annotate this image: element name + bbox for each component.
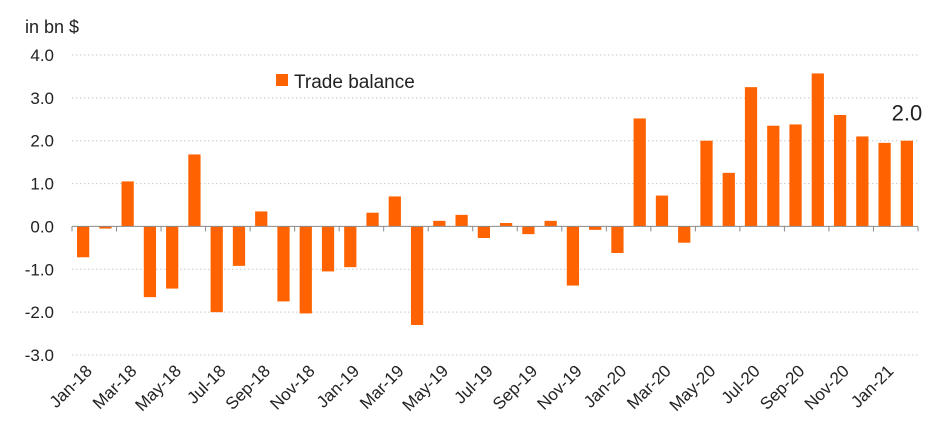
x-tick-label: Jan-20 — [580, 361, 630, 411]
bar-mar-19 — [388, 196, 401, 227]
bar-may-19 — [433, 220, 446, 227]
bar-jan-20 — [611, 226, 624, 253]
y-axis-ticks: 4.0 3.0 2.0 1.0 0.0 -1.0 -2.0 -3.0 — [25, 46, 54, 365]
bar-nov-20 — [833, 115, 847, 227]
bar-feb-19 — [366, 212, 379, 227]
bar-dec-20 — [856, 136, 869, 227]
bar-may-18 — [166, 226, 179, 289]
bar-jun-19 — [455, 214, 468, 227]
x-tick-label: Mar-20 — [623, 361, 675, 413]
bar-may-20 — [700, 140, 713, 227]
x-tick-label: Sep-20 — [756, 361, 808, 413]
y-tick-label: 4.0 — [30, 46, 54, 65]
x-tick-label: Sep-19 — [489, 361, 541, 413]
last-value-label: 2.0 — [892, 101, 923, 126]
bar-jul-19 — [477, 226, 490, 238]
bar-jul-18 — [210, 226, 223, 313]
bar-dec-19 — [589, 226, 602, 230]
bar-jan-18 — [77, 226, 90, 258]
bar-oct-18 — [277, 226, 290, 302]
bar-apr-20 — [678, 226, 691, 243]
bar-sep-20 — [789, 124, 802, 227]
bar-aug-18 — [232, 226, 246, 266]
bar-mar-20 — [655, 195, 669, 227]
bar-sep-18 — [255, 211, 268, 227]
y-tick-label: 3.0 — [30, 89, 54, 108]
legend: Trade balance — [276, 72, 415, 93]
bar-nov-19 — [566, 226, 580, 286]
y-tick-label: 0.0 — [30, 217, 54, 236]
x-tick-label: Nov-20 — [801, 361, 853, 413]
x-tick-label: Jan-19 — [313, 361, 363, 411]
legend-label: Trade balance — [294, 72, 415, 93]
y-tick-label: -2.0 — [25, 303, 54, 322]
bar-sep-19 — [522, 226, 535, 235]
bar-aug-19 — [500, 223, 513, 227]
bar-feb-18 — [99, 226, 112, 229]
bar-oct-20 — [811, 73, 824, 227]
y-tick-label: -1.0 — [25, 260, 54, 279]
bar-jul-20 — [744, 87, 758, 227]
bar-feb-20 — [633, 118, 646, 227]
x-tick-label: Jan-18 — [46, 361, 96, 411]
x-tick-label: Mar-19 — [356, 361, 408, 413]
unit-label: in bn $ — [25, 17, 79, 37]
bar-apr-19 — [410, 226, 424, 325]
bar-nov-18 — [299, 226, 312, 314]
bar-aug-20 — [767, 125, 780, 227]
bar-jan-21 — [878, 142, 891, 227]
bar-jun-20 — [722, 172, 735, 227]
bar-mar-18 — [121, 181, 134, 227]
y-tick-label: -3.0 — [25, 346, 54, 365]
x-tick-label: Nov-18 — [266, 361, 318, 413]
x-tick-label: Jan-21 — [847, 361, 897, 411]
bar-oct-19 — [544, 220, 557, 227]
bar-jun-18 — [188, 154, 201, 227]
bar-feb-21 — [900, 140, 913, 227]
x-tick-label: Sep-18 — [222, 361, 274, 413]
x-tick-label: May-19 — [399, 361, 453, 415]
bar-jan-19 — [344, 226, 357, 268]
bar-apr-18 — [143, 226, 157, 298]
bars — [72, 73, 918, 325]
y-tick-label: 2.0 — [30, 132, 54, 151]
x-tick-label: Nov-19 — [534, 361, 586, 413]
x-tick-label: Mar-18 — [89, 361, 141, 413]
x-tick-label: May-20 — [666, 361, 720, 415]
y-tick-label: 1.0 — [30, 175, 54, 194]
x-tick-label: May-18 — [132, 361, 186, 415]
legend-swatch — [276, 74, 288, 86]
bar-dec-18 — [321, 226, 335, 272]
